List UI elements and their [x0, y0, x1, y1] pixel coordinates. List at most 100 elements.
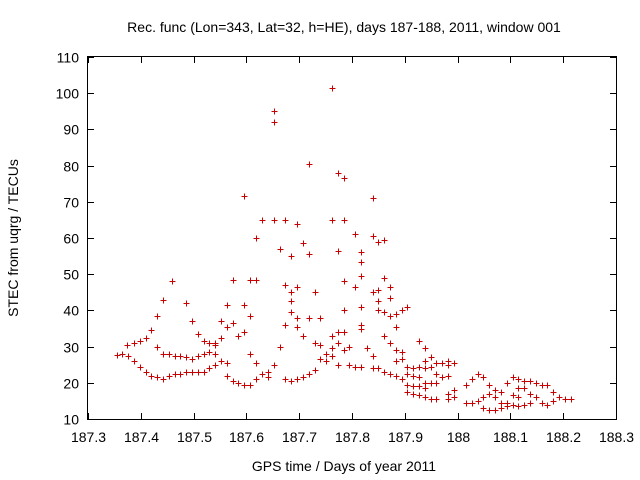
x-tick-label: 187.5 [177, 429, 212, 445]
data-point [422, 394, 429, 401]
data-point [527, 400, 534, 407]
data-point [393, 347, 400, 354]
data-point [480, 405, 487, 412]
data-point [224, 324, 231, 331]
data-point [387, 340, 394, 347]
data-point [352, 231, 359, 238]
data-point [154, 344, 161, 351]
data-point [562, 396, 569, 403]
data-point [235, 380, 242, 387]
data-point [381, 275, 388, 282]
data-point [317, 356, 324, 363]
data-point [201, 351, 208, 358]
data-point [469, 400, 476, 407]
data-point [510, 402, 517, 409]
data-point [451, 360, 458, 367]
data-point [492, 407, 499, 414]
data-point [195, 369, 202, 376]
data-point [119, 351, 126, 358]
data-point [148, 373, 155, 380]
data-point [329, 353, 336, 360]
y-tick-label: 30 [63, 340, 79, 356]
data-point [206, 349, 213, 356]
data-point [241, 382, 248, 389]
data-point [137, 338, 144, 345]
data-point [358, 326, 365, 333]
data-point [341, 347, 348, 354]
data-point [358, 259, 365, 266]
data-point [404, 382, 411, 389]
data-point [247, 277, 254, 284]
data-point [399, 376, 406, 383]
data-point [410, 391, 417, 398]
data-point [399, 356, 406, 363]
data-point [370, 353, 377, 360]
data-point [271, 108, 278, 115]
data-point [253, 360, 260, 367]
data-point [445, 373, 452, 380]
data-point [544, 382, 551, 389]
data-point [300, 240, 307, 247]
data-point [439, 374, 446, 381]
data-point [154, 374, 161, 381]
data-point [294, 324, 301, 331]
data-point [358, 304, 365, 311]
data-point [201, 369, 208, 376]
data-point [422, 345, 429, 352]
data-point [230, 320, 237, 327]
data-point [433, 360, 440, 367]
data-point [527, 391, 534, 398]
data-point [300, 374, 307, 381]
data-point [445, 396, 452, 403]
data-point [404, 389, 411, 396]
plot-frame [87, 56, 617, 420]
data-point [166, 351, 173, 358]
data-point [521, 402, 528, 409]
data-point [428, 364, 435, 371]
data-point [195, 331, 202, 338]
x-tick-label: 188.2 [546, 429, 581, 445]
data-point [212, 362, 219, 369]
x-tick-label: 188.3 [599, 429, 634, 445]
data-point [364, 345, 371, 352]
x-tick-label: 187.6 [229, 429, 264, 445]
data-point [312, 289, 319, 296]
data-point [521, 385, 528, 392]
data-point [335, 340, 342, 347]
data-point [404, 364, 411, 371]
y-tick-label: 50 [63, 267, 79, 283]
data-point [375, 239, 382, 246]
data-point [341, 307, 348, 314]
data-point [218, 358, 225, 365]
y-tick-label: 10 [63, 412, 79, 428]
data-point [568, 396, 575, 403]
data-point [277, 344, 284, 351]
data-point [212, 342, 219, 349]
data-point [317, 315, 324, 322]
data-point [375, 298, 382, 305]
data-point [515, 403, 522, 410]
data-point [486, 382, 493, 389]
data-point [189, 369, 196, 376]
data-point [341, 278, 348, 285]
data-point [259, 217, 266, 224]
data-point [323, 351, 330, 358]
data-point [375, 287, 382, 294]
x-tick-label: 188.1 [493, 429, 528, 445]
data-point [183, 300, 190, 307]
data-point [282, 376, 289, 383]
data-point [224, 373, 231, 380]
data-point [335, 362, 342, 369]
y-tick-label: 90 [63, 122, 79, 138]
x-axis-label: GPS time / Days of year 2011 [252, 458, 436, 474]
data-point [137, 364, 144, 371]
data-point [247, 313, 254, 320]
data-point [306, 315, 313, 322]
data-point [335, 329, 342, 336]
data-point [253, 277, 260, 284]
data-point [433, 380, 440, 387]
data-point [195, 353, 202, 360]
data-point [212, 351, 219, 358]
data-point [329, 345, 336, 352]
data-point [166, 373, 173, 380]
